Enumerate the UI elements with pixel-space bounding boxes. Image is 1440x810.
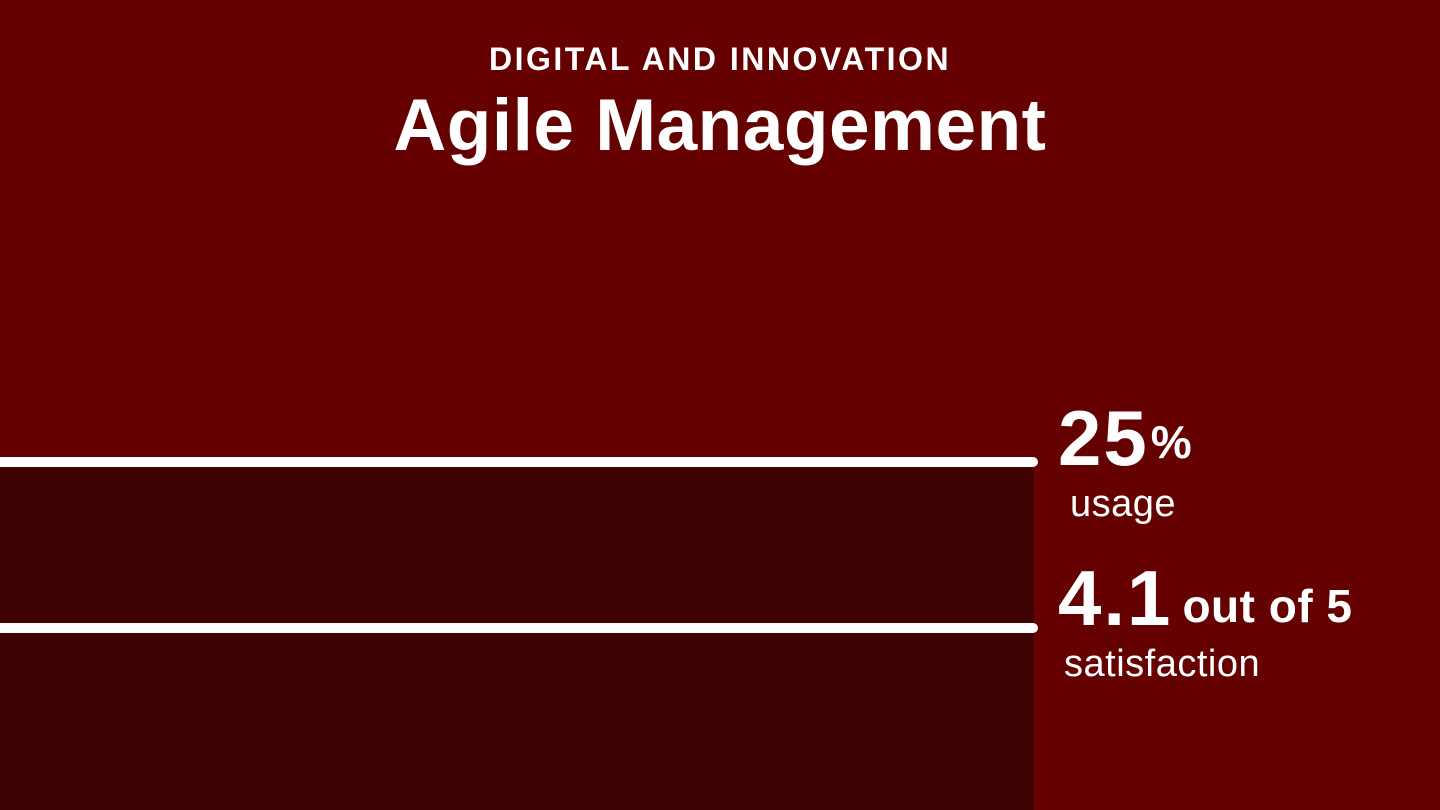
usage-stat-number: 25% — [1058, 399, 1192, 477]
satisfaction-value: 4.1 — [1058, 554, 1173, 642]
satisfaction-bar — [0, 633, 1034, 810]
satisfaction-stat-number: 4.1 out of 5 — [1058, 559, 1353, 637]
usage-label: usage — [1070, 483, 1177, 525]
satisfaction-scale-suffix: out of 5 — [1182, 580, 1353, 632]
usage-value: 25 — [1058, 394, 1149, 482]
usage-unit: % — [1150, 416, 1192, 468]
usage-stat: 25% usage — [1058, 399, 1192, 526]
slide-header: DIGITAL AND INNOVATION Agile Management — [0, 41, 1440, 164]
usage-bar-top-rule — [0, 457, 1038, 467]
satisfaction-stat: 4.1 out of 5 satisfaction — [1058, 559, 1353, 686]
satisfaction-label: satisfaction — [1064, 643, 1261, 685]
usage-bar — [0, 467, 1034, 623]
satisfaction-bar-top-rule — [0, 623, 1038, 633]
page-title: Agile Management — [393, 84, 1047, 166]
category-eyebrow: DIGITAL AND INNOVATION — [488, 41, 952, 77]
